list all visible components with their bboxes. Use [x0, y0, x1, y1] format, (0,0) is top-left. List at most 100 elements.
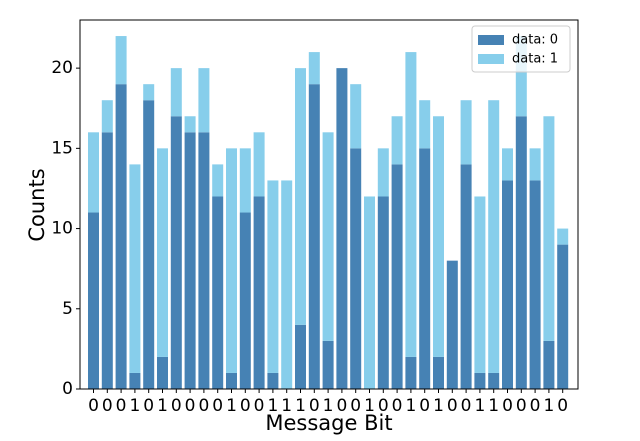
- x-tick-label: 0: [254, 396, 265, 416]
- bar: [212, 196, 224, 389]
- bar: [101, 132, 113, 389]
- bar: [129, 164, 141, 373]
- bar: [281, 180, 293, 389]
- bar: [267, 372, 279, 389]
- bar: [405, 356, 417, 389]
- x-tick-label: 0: [502, 396, 513, 416]
- x-tick-label: 1: [281, 396, 292, 416]
- x-tick-label: 1: [543, 396, 554, 416]
- bar: [474, 372, 486, 389]
- bar: [115, 36, 127, 85]
- y-tick-label: 0: [62, 379, 73, 399]
- x-tick-label: 0: [461, 396, 472, 416]
- bar: [557, 228, 569, 245]
- y-axis-label: Counts: [25, 168, 49, 241]
- bar: [322, 132, 334, 341]
- legend-swatch: [478, 35, 504, 45]
- x-tick-label: 1: [295, 396, 306, 416]
- bar: [529, 180, 541, 389]
- bar: [557, 244, 569, 389]
- bar: [226, 148, 237, 373]
- x-tick-label: 0: [212, 396, 223, 416]
- bar: [474, 196, 486, 373]
- bar: [115, 84, 127, 389]
- y-tick-label: 15: [51, 138, 73, 158]
- bar: [239, 148, 251, 213]
- bar: [226, 372, 237, 389]
- x-tick-label: 1: [267, 396, 278, 416]
- bar: [184, 116, 196, 133]
- bar: [198, 68, 210, 133]
- bar: [308, 52, 320, 85]
- x-tick-label: 1: [226, 396, 237, 416]
- bar: [433, 116, 444, 357]
- bar: [405, 52, 417, 357]
- bar: [322, 340, 334, 389]
- bar: [502, 180, 513, 389]
- bar: [364, 196, 375, 389]
- bar: [446, 260, 458, 389]
- bar: [391, 116, 403, 165]
- x-tick-label: 0: [143, 396, 154, 416]
- x-tick-label: 0: [88, 396, 99, 416]
- x-tick-label: 1: [364, 396, 375, 416]
- bar: [143, 84, 155, 101]
- bar: [515, 36, 527, 117]
- y-tick-label: 5: [62, 299, 73, 319]
- bar: [488, 372, 500, 389]
- x-tick-label: 0: [350, 396, 361, 416]
- bar: [391, 164, 403, 389]
- x-tick-label: 0: [309, 396, 320, 416]
- bar: [101, 100, 113, 133]
- bar: [308, 84, 320, 389]
- x-tick-label: 1: [474, 396, 485, 416]
- x-tick-label: 0: [378, 396, 389, 416]
- bar: [295, 68, 306, 325]
- x-tick-label: 0: [392, 396, 403, 416]
- x-tick-label: 1: [157, 396, 168, 416]
- bar: [184, 132, 196, 389]
- x-tick-label: 0: [336, 396, 347, 416]
- bar: [488, 100, 500, 373]
- bar: [88, 212, 99, 389]
- x-tick-label: 0: [171, 396, 182, 416]
- plot-frame: [79, 19, 579, 390]
- bar: [267, 180, 279, 373]
- bar: [253, 132, 265, 197]
- y-tick-label: 20: [51, 58, 73, 78]
- bar: [212, 164, 224, 197]
- bar: [295, 324, 306, 389]
- legend-swatch: [478, 54, 504, 64]
- x-axis-label: Message Bit: [265, 411, 392, 435]
- bar: [88, 132, 99, 213]
- bar: [253, 196, 265, 389]
- bar: [515, 116, 527, 390]
- x-tick-label: 0: [557, 396, 568, 416]
- x-tick-label: 1: [488, 396, 499, 416]
- bar: [529, 148, 541, 181]
- x-tick-label: 1: [405, 396, 416, 416]
- x-tick-label: 1: [433, 396, 444, 416]
- x-tick-label: 1: [323, 396, 334, 416]
- y-tick-label: 10: [51, 219, 73, 239]
- bar: [157, 148, 168, 357]
- bar: [336, 68, 348, 389]
- bar: [419, 148, 431, 389]
- bar: [543, 340, 555, 389]
- bar: [157, 356, 168, 389]
- x-tick-label: 0: [198, 396, 209, 416]
- bar: [143, 100, 155, 389]
- x-tick-label: 0: [240, 396, 251, 416]
- bar: [502, 148, 513, 181]
- bar: [433, 356, 444, 389]
- x-tick-label: 0: [516, 396, 527, 416]
- bar: [419, 100, 431, 149]
- x-tick-label: 0: [447, 396, 458, 416]
- bar: [129, 372, 141, 389]
- legend-label: data: 1: [512, 52, 558, 67]
- x-tick-label: 1: [129, 396, 140, 416]
- x-tick-label: 0: [419, 396, 430, 416]
- bar: [239, 212, 251, 389]
- x-tick-label: 0: [530, 396, 541, 416]
